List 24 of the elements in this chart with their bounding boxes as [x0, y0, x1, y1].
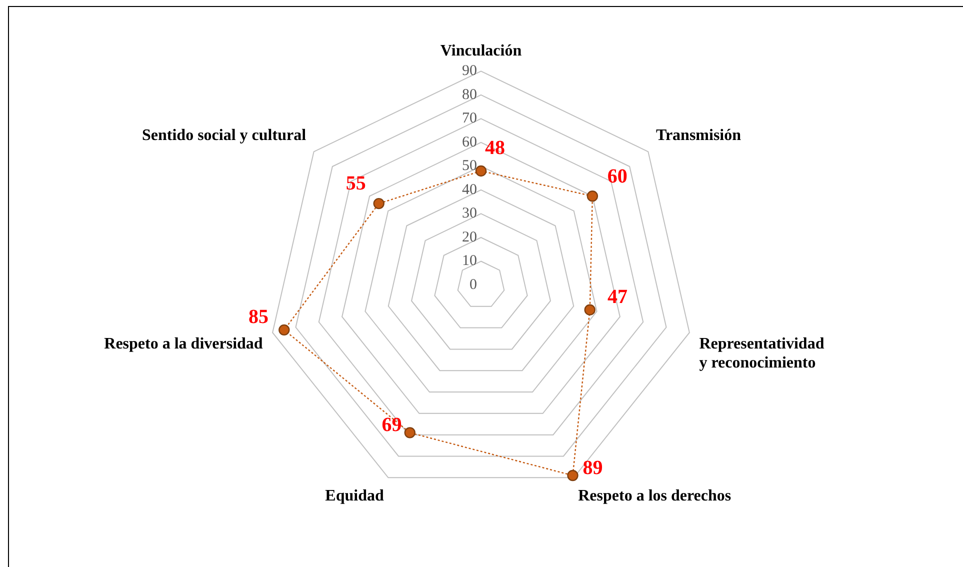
- y-tick-label: 60: [462, 134, 477, 150]
- spoke-label: Sentido social y cultural: [142, 127, 307, 144]
- data-label: 85: [248, 306, 268, 328]
- spoke-label: Respeto a la diversidad: [104, 336, 263, 353]
- y-tick-label: 40: [462, 182, 477, 198]
- data-label: 69: [382, 414, 402, 436]
- spoke-label: Equidad: [325, 487, 384, 504]
- data-label: 60: [607, 165, 628, 188]
- data-label: 47: [608, 286, 628, 308]
- spoke-label: Representatividad y reconocimiento: [699, 336, 824, 372]
- y-tick-label: 80: [462, 86, 477, 103]
- spoke-label: Respeto a los derechos: [578, 487, 732, 504]
- y-tick-label: 70: [462, 110, 477, 127]
- y-tick-label: 20: [462, 229, 477, 246]
- spoke-label: Vinculación: [440, 42, 522, 60]
- data-label: 48: [485, 137, 505, 160]
- data-label: 55: [346, 172, 366, 195]
- y-tick-label: 90: [462, 63, 477, 80]
- y-tick-label: 0: [470, 276, 477, 293]
- data-label: 89: [582, 456, 603, 479]
- spoke-label: Transmisión: [656, 127, 742, 144]
- y-tick-label: 30: [462, 206, 477, 222]
- y-tick-label: 50: [462, 158, 477, 174]
- y-tick-label: 10: [462, 253, 477, 270]
